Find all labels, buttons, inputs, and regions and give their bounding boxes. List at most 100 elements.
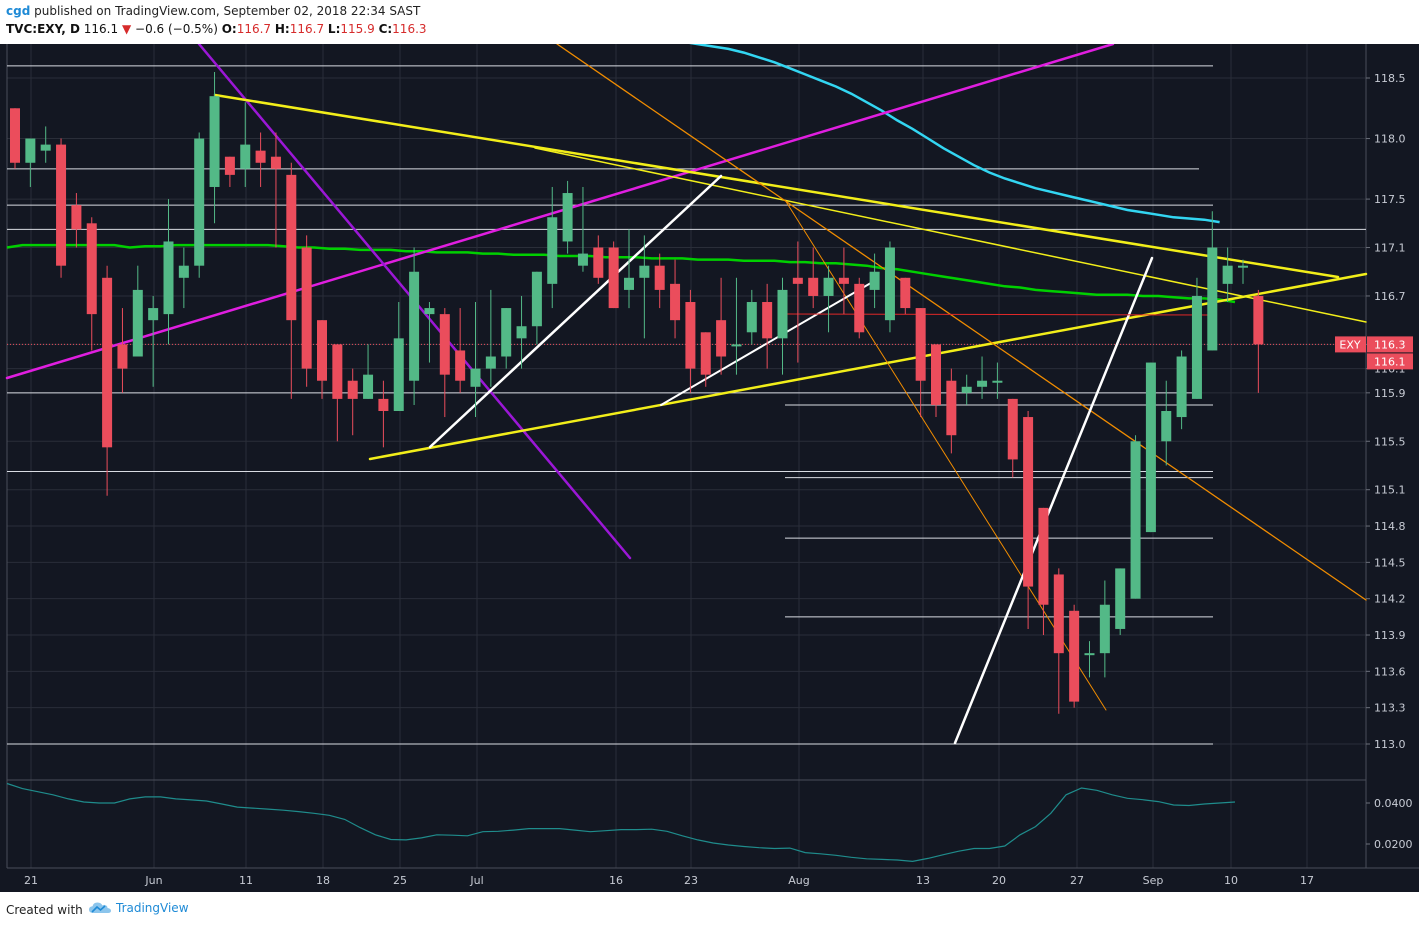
candle[interactable] [685,289,696,393]
candle[interactable] [977,356,988,399]
candle[interactable] [639,235,650,339]
candle[interactable] [25,138,36,187]
candle[interactable] [224,156,235,187]
candle[interactable] [102,265,113,496]
candle[interactable] [424,302,435,363]
trend-line-8 [660,279,877,406]
candle[interactable] [255,132,266,187]
candle[interactable] [624,229,634,309]
candle[interactable] [1207,211,1218,351]
candles[interactable] [10,71,1264,714]
candle[interactable] [286,162,297,399]
price-chart[interactable]: 118.5 118.0 117.5 117.1 116.7 116.3 116.1 115.9… [0,44,1419,892]
candle[interactable] [409,247,420,405]
candle[interactable] [1238,259,1248,284]
time-axis[interactable]: 21 Jun 11 18 25 Jul 16 23 Aug 13 20 27 Sep 10 17 [24,874,1314,887]
candle[interactable] [347,368,358,436]
candle[interactable] [854,277,865,339]
candle[interactable] [562,180,573,254]
candle[interactable] [1069,604,1080,708]
symbol-label[interactable]: TVC:EXY, D [6,22,80,36]
candle[interactable] [931,344,941,418]
candle[interactable] [470,302,481,418]
candle[interactable] [439,308,450,418]
symbol-tag-label: EXY [1339,338,1360,351]
candle[interactable] [117,308,128,393]
x-tick-label: 27 [1070,874,1084,887]
candle[interactable] [1099,580,1110,678]
candle[interactable] [946,368,957,454]
candle[interactable] [593,235,604,284]
candle[interactable] [378,380,389,448]
candle[interactable] [1023,410,1034,629]
candle[interactable] [40,126,51,163]
candle[interactable] [485,289,496,387]
author-link[interactable]: cgd [6,4,31,18]
candle[interactable] [654,253,665,309]
candle[interactable] [501,308,512,369]
candle[interactable] [762,283,773,369]
candle[interactable] [516,295,527,369]
candle[interactable] [56,138,67,278]
candle[interactable] [1130,435,1141,599]
price-axis[interactable]: 118.5 118.0 117.5 117.1 116.7 116.3 116.1 115.9… [1366,72,1413,851]
x-tick-label: 20 [992,874,1006,887]
candle[interactable] [792,241,803,363]
candle[interactable] [808,247,819,309]
candle[interactable] [838,247,849,315]
candle[interactable] [1007,398,1018,478]
candle[interactable] [915,308,926,418]
candle-body [240,144,251,169]
candle-body [639,265,650,278]
candle[interactable] [531,271,542,345]
candle[interactable] [1084,641,1095,678]
candle[interactable] [1253,289,1264,393]
candle[interactable] [884,241,895,333]
candle[interactable] [746,289,757,345]
candle[interactable] [1053,568,1064,714]
candle[interactable] [1161,380,1172,466]
candle[interactable] [240,102,251,187]
candle[interactable] [393,302,404,411]
candle-body [25,138,36,163]
candle[interactable] [961,374,972,405]
candle[interactable] [10,108,20,169]
candle[interactable] [163,199,174,345]
candle[interactable] [71,193,82,248]
candle[interactable] [547,186,558,309]
candle[interactable] [869,253,880,309]
candle[interactable] [178,247,189,309]
candle-body [102,277,113,448]
candle[interactable] [777,277,788,375]
candle[interactable] [1038,507,1049,636]
candle[interactable] [209,71,220,224]
candle-body [670,283,681,321]
candle[interactable] [577,186,588,272]
candle[interactable] [132,265,143,357]
candle[interactable] [823,265,834,333]
candle[interactable] [194,132,205,278]
candle[interactable] [1145,362,1156,533]
candle[interactable] [148,295,159,387]
candle[interactable] [670,259,681,339]
candle[interactable] [700,332,711,387]
candle[interactable] [731,277,742,375]
candle[interactable] [363,344,374,399]
tradingview-brand-label: TradingView [116,901,189,915]
candle[interactable] [270,132,281,248]
candle[interactable] [301,235,312,387]
candle[interactable] [455,308,466,393]
candle[interactable] [992,362,1003,399]
candle[interactable] [86,217,97,351]
candle[interactable] [608,241,619,309]
tradingview-brand[interactable]: TradingView [88,901,189,915]
candle[interactable] [332,344,343,442]
candle[interactable] [1191,277,1202,399]
candle[interactable] [317,320,327,399]
candle[interactable] [900,277,911,315]
candle[interactable] [1176,350,1187,430]
candle[interactable] [1115,568,1126,636]
candle[interactable] [1222,247,1233,303]
created-with-text: Created with [6,903,83,917]
candle[interactable] [716,277,727,375]
